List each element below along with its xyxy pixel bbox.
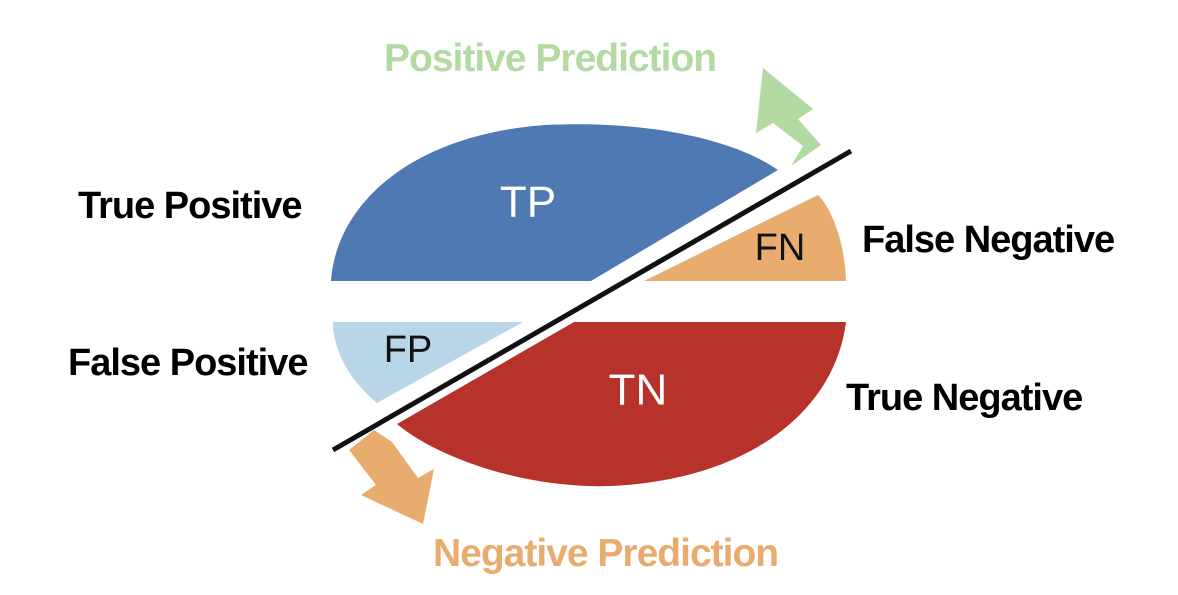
tp-segment (331, 124, 778, 281)
tn-segment (397, 322, 846, 487)
fn-segment (644, 195, 846, 281)
tp-abbr: TP (500, 178, 556, 227)
negative-prediction-arrow (349, 430, 434, 524)
negative-prediction-label: Negative Prediction (433, 532, 778, 575)
tn-abbr: TN (609, 366, 668, 415)
false-positive-label: False Positive (68, 342, 307, 384)
prediction-divider-line (331, 148, 853, 453)
fn-abbr: FN (755, 227, 806, 269)
fp-abbr: FP (384, 329, 433, 371)
true-negative-label: True Negative (846, 377, 1082, 419)
fp-segment (333, 322, 523, 403)
false-negative-label: False Negative (862, 219, 1114, 261)
true-positive-label: True Positive (78, 185, 302, 227)
positive-prediction-label: Positive Prediction (384, 37, 716, 80)
positive-prediction-arrow (756, 68, 821, 166)
